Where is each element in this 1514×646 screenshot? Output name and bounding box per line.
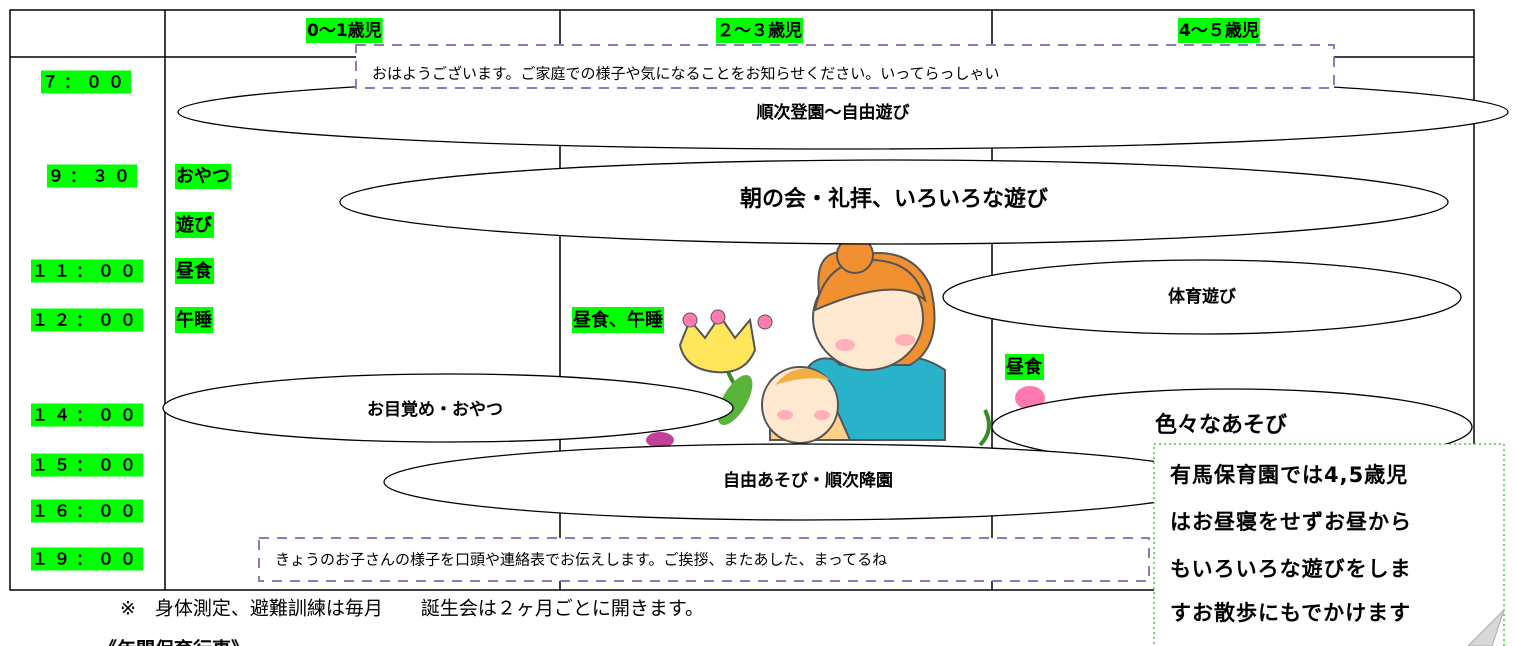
highlight [175, 258, 214, 284]
activity: 昼食 [176, 260, 213, 282]
highlight [716, 18, 803, 43]
highlight [31, 259, 144, 283]
morning-note: おはようございます。ご家庭での様子や気になることをお知らせください。いってらっし… [355, 44, 1335, 89]
time-label: １４：００ [32, 406, 142, 425]
time-label: １５：００ [32, 456, 142, 475]
highlight [175, 164, 231, 189]
highlight [306, 18, 383, 43]
time-label: ７：００ [42, 73, 130, 92]
column-header: 4～５歳児 [1179, 20, 1259, 41]
ellipse-label: 朝の会・礼拝、いろいろな遊び [740, 186, 1048, 212]
highlight [31, 499, 144, 523]
time-label: １１：００ [32, 262, 142, 281]
section-heading: 《年間保育行事》 [98, 638, 250, 646]
activity-ellipse: 体育遊び [942, 259, 1462, 335]
highlight [31, 453, 144, 477]
callout-line: もいろいろな遊びをしま [1170, 557, 1412, 581]
time-label: ９：３０ [48, 167, 136, 186]
highlight [31, 547, 144, 571]
note-text: おはようございます。ご家庭での様子や気になることをお知らせください。いってらっし… [372, 65, 999, 83]
table-border [9, 9, 1475, 591]
illustration [646, 236, 1045, 448]
highlight [175, 307, 213, 333]
time-label: １６：００ [32, 502, 142, 521]
footnote: ※ 身体測定、避難訓練は毎月 誕生会は２ヶ月ごとに開きます。 [120, 598, 704, 620]
callout-line: はお昼寝をせずお昼から [1170, 510, 1412, 534]
activity: 昼食 [1006, 356, 1043, 378]
callout: 有馬保育園では4,5歳児 はお昼寝をせずお昼から もいろいろな遊びをしま すお散… [1153, 443, 1505, 646]
ellipse-label: 順次登園～自由遊び [757, 102, 910, 123]
time-label: １９：００ [32, 550, 142, 569]
activity: 昼食、午睡 [573, 309, 663, 331]
activity: 午睡 [176, 309, 212, 331]
highlight [175, 212, 214, 238]
callout-line: 有馬保育園では4,5歳児 [1170, 463, 1408, 487]
activity-ellipse: 自由あそび・順次降園 [383, 443, 1221, 521]
ellipse-label: 色々なあそび [1155, 412, 1287, 438]
ellipse-label: 体育遊び [1168, 286, 1236, 307]
activity: おやつ [176, 166, 230, 187]
time-label: １２：００ [32, 311, 142, 330]
ellipse-label: お目覚め・おやつ [367, 399, 503, 420]
activity: 遊び [176, 214, 213, 236]
activity-ellipse: 順次登園～自由遊び [177, 74, 1509, 150]
highlight [41, 70, 132, 94]
column-header: 0～1歳児 [307, 20, 382, 41]
activity-ellipse: お目覚め・おやつ [162, 373, 734, 443]
activity-ellipse: 朝の会・礼拝、いろいろな遊び [339, 159, 1449, 245]
column-header: ２～３歳児 [717, 20, 802, 41]
ellipse-label: 自由あそび・順次降園 [723, 470, 893, 491]
highlight [1005, 354, 1044, 380]
highlight [31, 403, 144, 427]
callout-line: すお散歩にもでかけます [1170, 601, 1411, 625]
highlight [1178, 18, 1260, 43]
highlight [47, 164, 138, 188]
note-text: きょうのお子さんの様子を口頭や連絡表でお伝えします。ご挨拶、またあした、まってる… [275, 551, 887, 569]
highlight [572, 307, 664, 333]
evening-note: きょうのお子さんの様子を口頭や連絡表でお伝えします。ご挨拶、またあした、まってる… [258, 537, 1150, 582]
highlight [31, 308, 144, 332]
